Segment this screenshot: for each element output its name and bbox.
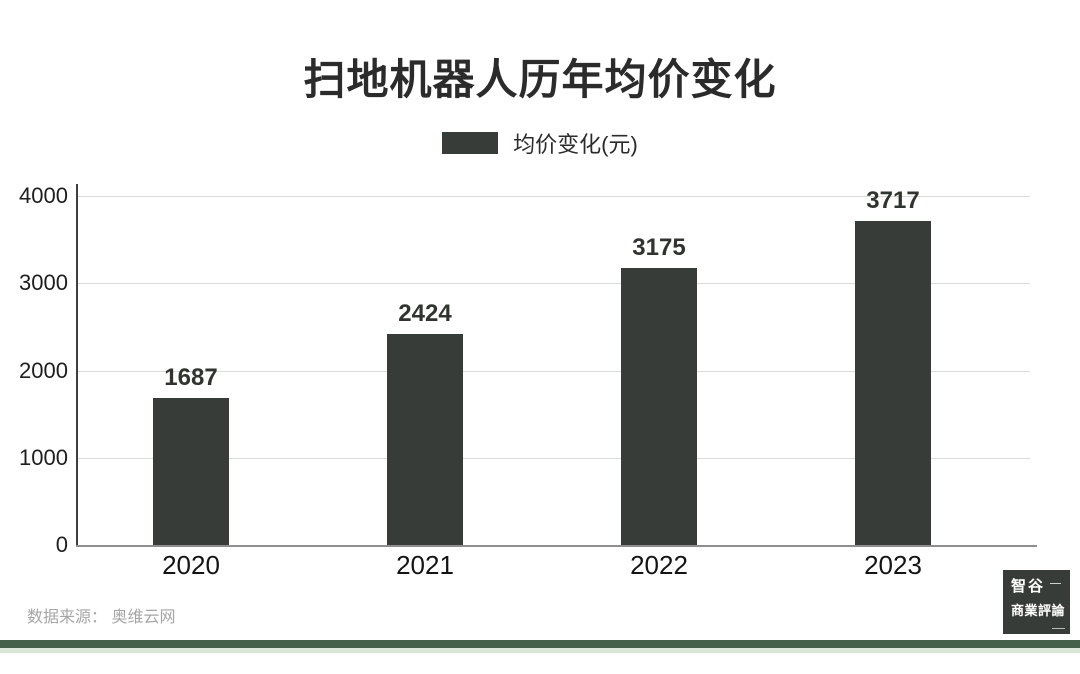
bar-value-label: 1687 [164, 363, 218, 391]
bar-value-label: 3175 [632, 233, 686, 261]
brand-logo-row1: 智谷 [1011, 577, 1065, 595]
footer-divider-dark-green [0, 640, 1080, 648]
gridline-4000 [78, 196, 1030, 197]
bar-2020 [153, 397, 229, 545]
brand-tiny-mark-bottom [1052, 628, 1065, 629]
gridline-3000 [78, 283, 1030, 285]
y-axis-line [76, 184, 78, 547]
y-axis-tick-label: 3000 [19, 270, 68, 296]
bar-2022 [621, 267, 697, 545]
chart-title: 扫地机器人历年均价变化 [303, 56, 777, 103]
y-axis-tick-label: 4000 [19, 183, 68, 208]
gridline-1000 [78, 457, 1030, 459]
data-source-label: 数据来源： 奥维云网 [27, 609, 176, 626]
brand-logo-line2: 商業評論 [1011, 604, 1066, 620]
legend: 均价变化(元) [0, 127, 1080, 159]
brand-tiny-mark-top [1050, 583, 1062, 584]
x-axis-label: 2021 [396, 550, 454, 580]
brand-logo: 智谷 商業評論 [1003, 570, 1070, 634]
bar-value-label: 2424 [398, 299, 452, 327]
x-axis-label: 2023 [864, 550, 922, 580]
footer-divider-light-green [0, 648, 1080, 653]
y-axis-tick-label: 1000 [19, 444, 68, 470]
gridline-2000 [78, 370, 1030, 372]
legend-label: 均价变化(元) [513, 132, 638, 157]
bar-2021 [387, 333, 463, 545]
x-axis-label: 2020 [162, 550, 220, 580]
y-axis-tick-label: 0 [55, 532, 68, 557]
bar-value-label: 3717 [866, 186, 920, 214]
y-axis-tick-label: 2000 [19, 357, 68, 383]
bar-2023 [855, 220, 931, 545]
x-axis-line [76, 545, 1037, 547]
brand-logo-line1: 智谷 [1011, 577, 1046, 595]
legend-swatch-icon [442, 132, 499, 154]
x-axis-label: 2022 [630, 550, 688, 580]
